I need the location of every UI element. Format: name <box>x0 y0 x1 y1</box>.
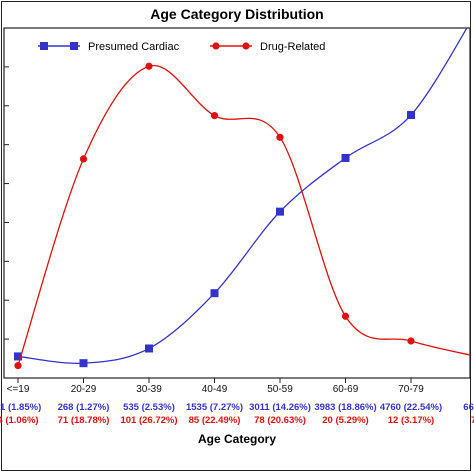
data-point-drug-related <box>14 362 22 370</box>
x-tick-label: 70-79 <box>398 384 424 395</box>
data-label-presumed-cardiac: 3011 (14.26%) <box>249 402 311 413</box>
series-line-presumed-cardiac <box>17 28 468 364</box>
x-tick-label: 40-49 <box>202 384 228 395</box>
data-label-presumed-cardiac: 66364 <box>463 402 474 413</box>
data-point-drug-related <box>341 312 350 320</box>
data-point-presumed-cardiac <box>210 289 219 298</box>
data-label-drug-related: 20 (5.29%) <box>322 415 368 426</box>
data-point-drug-related <box>407 337 415 345</box>
legend-marker-presumed-cardiac <box>70 42 78 50</box>
data-point-drug-related <box>210 112 219 120</box>
legend-marker-drug-related <box>242 42 250 50</box>
series-drug-related <box>14 62 470 370</box>
data-label-drug-related: 71 (18.78%) <box>58 415 110 426</box>
data-point-drug-related <box>145 62 153 70</box>
data-label-drug-related: 78 (20.63%) <box>254 415 306 426</box>
data-label-presumed-cardiac: 91 (1.85%) <box>0 402 41 413</box>
data-point-drug-related <box>276 133 284 141</box>
x-tick-label: <=19 <box>7 384 30 395</box>
x-tick-label: 20-29 <box>71 384 97 395</box>
legend-marker-presumed-cardiac <box>40 42 48 50</box>
x-axis-label: Age Category <box>197 432 277 446</box>
data-label-drug-related: 101 (26.72%) <box>120 415 177 426</box>
series-line-drug-related <box>17 64 470 366</box>
data-point-presumed-cardiac <box>407 111 415 120</box>
data-label-presumed-cardiac: 3983 (18.86%) <box>314 402 376 413</box>
legend-label-drug-related: Drug-Related <box>260 41 325 53</box>
data-point-drug-related <box>79 155 88 163</box>
data-label-drug-related: 12 (3.17%) <box>388 415 434 426</box>
chart-title: Age Category Distribution <box>150 6 324 22</box>
series-presumed-cardiac <box>14 28 468 368</box>
data-point-presumed-cardiac <box>145 344 153 353</box>
legend-marker-drug-related <box>212 42 220 50</box>
data-label-drug-related: 85 (22.49%) <box>189 415 241 426</box>
x-tick-label: 60-69 <box>333 384 359 395</box>
data-point-presumed-cardiac <box>276 207 284 216</box>
data-point-presumed-cardiac <box>341 153 350 162</box>
data-label-presumed-cardiac: 535 (2.53%) <box>123 402 175 413</box>
x-tick-label: 30-39 <box>136 384 162 395</box>
legend-label-presumed-cardiac: Presumed Cardiac <box>88 41 180 53</box>
plot-area <box>3 27 471 379</box>
data-label-drug-related: 4 (1.06%) <box>0 415 39 426</box>
data-label-presumed-cardiac: 4760 (22.54%) <box>380 402 442 413</box>
x-tick-label: 50-59 <box>267 384 293 395</box>
data-label-drug-related: 7 ( <box>471 415 474 426</box>
data-point-presumed-cardiac <box>79 359 88 368</box>
data-point-presumed-cardiac <box>14 352 22 361</box>
data-label-presumed-cardiac: 268 (1.27%) <box>58 402 110 413</box>
data-label-presumed-cardiac: 1535 (7.27%) <box>186 402 243 413</box>
